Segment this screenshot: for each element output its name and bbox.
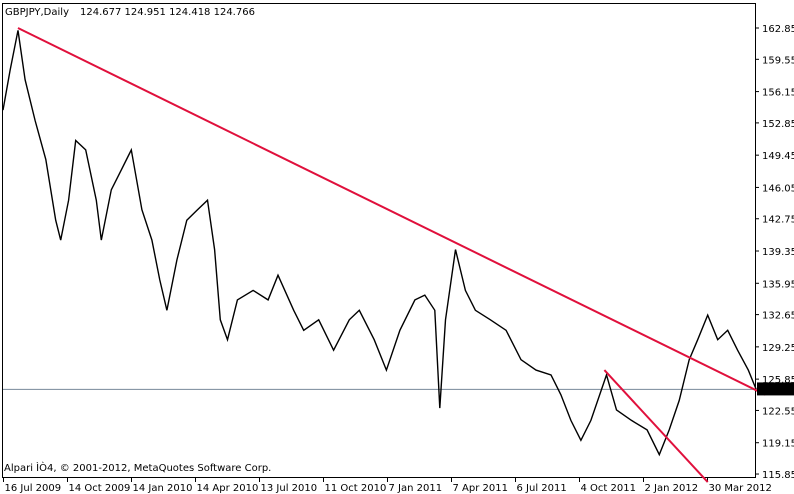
y-tick-label: 119.150 bbox=[762, 439, 794, 450]
y-tick-label: 122.550 bbox=[762, 406, 794, 417]
x-tick-label: 11 Oct 2010 bbox=[325, 483, 387, 494]
y-tick-label: 162.850 bbox=[762, 24, 794, 35]
y-tick-label: 135.950 bbox=[762, 279, 794, 290]
price-axis: 162.850 159.550 156.150 152.850 149.450 146.0… bbox=[755, 24, 794, 481]
x-tick-label: 14 Oct 2009 bbox=[69, 483, 131, 494]
current-price-label: 124.766 bbox=[760, 385, 794, 396]
x-tick-label: 4 Oct 2011 bbox=[581, 483, 636, 494]
y-tick-label: 139.350 bbox=[762, 247, 794, 258]
y-tick-label: 146.050 bbox=[762, 183, 794, 194]
y-tick-label: 115.850 bbox=[762, 470, 794, 481]
x-tick-label: 14 Apr 2010 bbox=[197, 483, 259, 494]
time-axis: 16 Jul 2009 14 Oct 2009 14 Jan 2010 14 Apr … bbox=[3, 477, 772, 494]
chart-header-symbol: GBPJPY,Daily bbox=[5, 7, 69, 18]
x-tick-label: 7 Apr 2011 bbox=[453, 483, 508, 494]
copyright-text: Alpari ÌÒ4, © 2001-2012, MetaQuotes Soft… bbox=[4, 461, 271, 474]
y-tick-label: 159.550 bbox=[762, 55, 794, 66]
y-tick-label: 129.250 bbox=[762, 343, 794, 354]
price-series-line bbox=[2, 30, 757, 457]
plot-frame bbox=[2, 3, 756, 478]
x-tick-label: 6 Jul 2011 bbox=[517, 483, 567, 494]
x-tick-label: 16 Jul 2009 bbox=[5, 483, 62, 494]
y-tick-label: 132.650 bbox=[762, 311, 794, 322]
x-tick-label: 30 Mar 2012 bbox=[709, 483, 772, 494]
x-tick-label: 7 Jan 2011 bbox=[389, 483, 443, 494]
y-tick-label: 152.850 bbox=[762, 119, 794, 130]
y-tick-label: 142.750 bbox=[762, 215, 794, 226]
y-tick-label: 125.850 bbox=[762, 375, 794, 386]
y-tick-label: 156.150 bbox=[762, 88, 794, 99]
trendline-2[interactable] bbox=[603, 369, 709, 483]
trendline-1[interactable] bbox=[17, 27, 766, 396]
x-tick-label: 13 Jul 2010 bbox=[261, 483, 318, 494]
current-price-tag bbox=[757, 382, 794, 396]
y-tick-label: 149.450 bbox=[762, 151, 794, 162]
x-tick-label: 2 Jan 2012 bbox=[645, 483, 699, 494]
x-tick-label: 14 Jan 2010 bbox=[133, 483, 193, 494]
chart-header-ohlc: 124.677 124.951 124.418 124.766 bbox=[80, 7, 255, 18]
